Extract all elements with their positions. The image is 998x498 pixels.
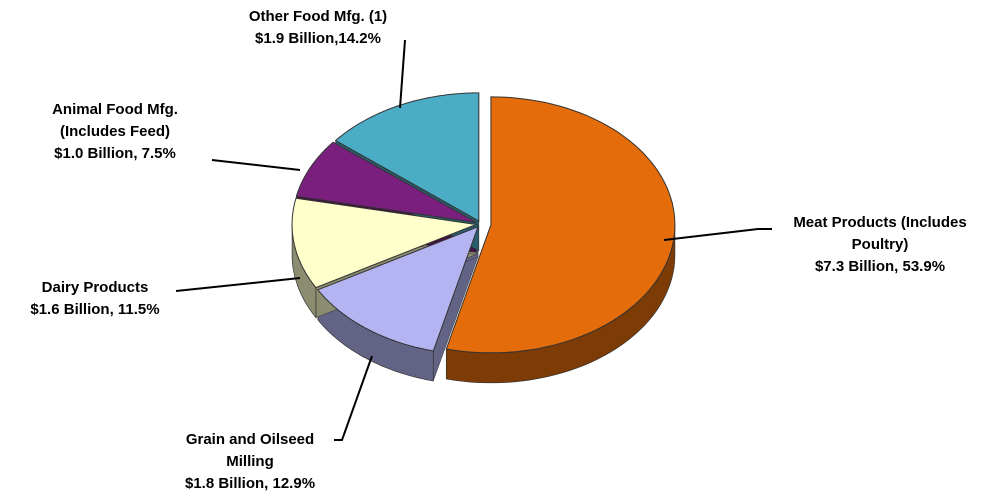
slice [317,225,479,352]
label-line: (Includes Feed) [60,123,170,140]
slice-label: Meat Products (Includes Poultry) $7.3 Bill… [793,214,966,275]
value-label: $1.9 Billion,14.2% [255,30,381,47]
label-line: Poultry) [852,236,909,253]
label-line: Dairy Products [42,279,149,296]
slice-label: Other Food Mfg. (1) $1.9 Billion,14.2% [249,8,387,47]
label-line: Other Food Mfg. (1) [249,8,387,25]
leader-line [211,159,301,171]
label-line: Animal Food Mfg. [52,101,178,118]
value-label: $7.3 Billion, 53.9% [815,258,945,275]
leader-line [399,39,406,109]
value-label: $1.6 Billion, 11.5% [30,301,159,318]
slice [295,141,477,223]
label-line: Grain and Oilseed [186,431,314,448]
label-line: Milling [226,453,274,470]
value-label: $1.0 Billion, 7.5% [54,145,176,162]
label-line: Meat Products (Includes [793,214,966,231]
slice [291,197,479,289]
value-label: $1.8 Billion, 12.9% [185,475,315,492]
leader-line [334,355,373,441]
slice-label: Grain and Oilseed Milling $1.8 Billion, 12… [185,431,315,492]
slice-label: Dairy Products $1.6 Billion, 11.5% [30,279,159,318]
leader-line [663,228,772,241]
slice-label: Animal Food Mfg. (Includes Feed) $1.0 Bill… [52,101,178,162]
slice [445,96,676,354]
leader-line [175,277,301,292]
